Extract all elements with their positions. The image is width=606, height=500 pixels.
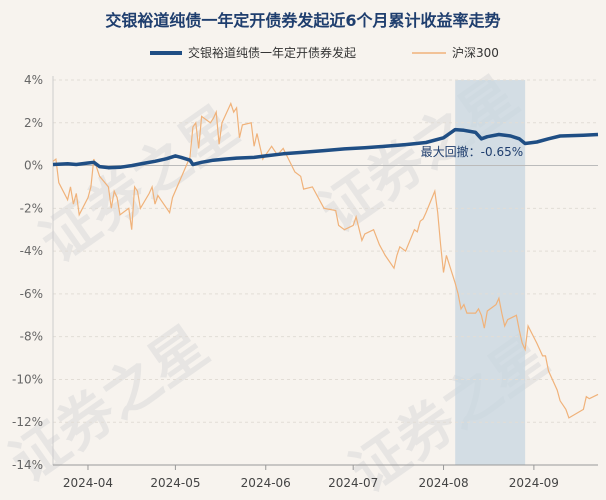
y-tick-label: 2% (24, 116, 43, 130)
y-tick-label: -10% (12, 372, 43, 386)
chart-title: 交银裕道纯债一年定开债券发起近6个月累计收益率走势 (105, 11, 500, 30)
y-tick-label: -12% (12, 415, 43, 429)
y-tick-label: -4% (20, 244, 43, 258)
x-tick-label: 2024-04 (63, 476, 113, 490)
x-tick-label: 2024-05 (150, 476, 200, 490)
y-axis: 4% 2% 0% -2% -4% -6% -8% -10% -12% -14% (12, 73, 54, 472)
y-tick-label: -14% (12, 458, 43, 472)
series-hs300-line (52, 101, 599, 419)
y-tick-label: -8% (20, 330, 43, 344)
drawdown-shade (455, 80, 526, 465)
legend-fund-label: 交银裕道纯债一年定开债券发起 (188, 45, 356, 60)
x-tick-label: 2024-06 (241, 476, 291, 490)
drawdown-label: 最大回撤：-0.65% (421, 144, 523, 159)
y-tick-label: -2% (20, 201, 43, 215)
watermark-text: 证券之星 (339, 324, 560, 500)
x-tick-label: 2024-07 (328, 476, 378, 490)
x-tick-label: 2024-08 (418, 476, 468, 490)
x-axis: 2024-04 2024-05 2024-06 2024-07 2024-08 2024-… (53, 464, 598, 490)
y-tick-label: 0% (24, 159, 43, 173)
legend: 交银裕道纯债一年定开债券发起 沪深300 (150, 45, 499, 60)
x-tick-label: 2024-09 (509, 476, 559, 490)
y-tick-label: 4% (24, 73, 43, 87)
series-fund-line (52, 127, 599, 170)
y-tick-label: -6% (20, 287, 43, 301)
legend-index-label: 沪深300 (452, 46, 499, 60)
